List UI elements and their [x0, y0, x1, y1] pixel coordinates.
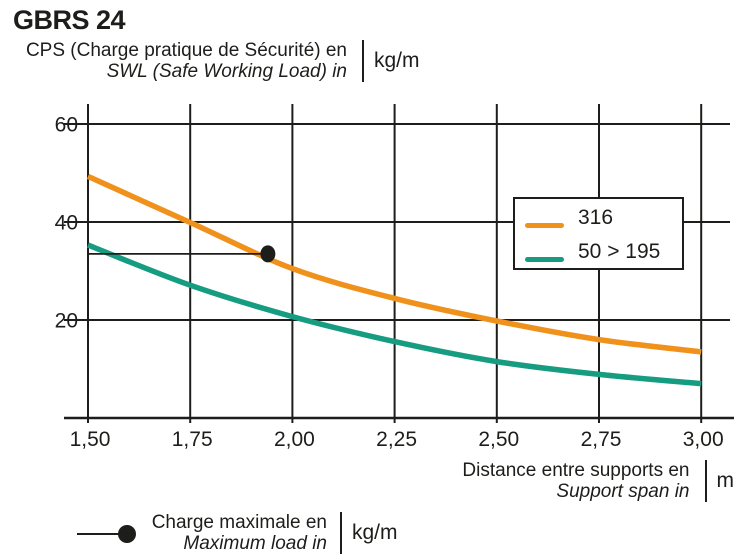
- max-load-annotation: Charge maximale en Maximum load in kg/m: [77, 512, 398, 554]
- x-axis-unit: m: [716, 469, 735, 492]
- x-tick-label: 1,75: [172, 428, 213, 451]
- max-load-marker-sample: [77, 512, 139, 554]
- x-axis-label-en: Support span in: [556, 481, 690, 502]
- legend-swatch-teal: [525, 256, 564, 262]
- x-tick-label: 2,75: [581, 428, 622, 451]
- unit-divider: [340, 512, 342, 554]
- page-title: GBRS 24: [13, 5, 126, 35]
- legend: 316 50 > 195: [513, 197, 684, 270]
- max-load-unit: kg/m: [352, 521, 398, 544]
- series-curve-50-195: [86, 242, 702, 387]
- x-tick-label: 1,50: [70, 428, 111, 451]
- series-curve-316: [86, 173, 702, 355]
- x-tick-label: 2,00: [274, 428, 315, 451]
- x-tick-label: 2,25: [376, 428, 417, 451]
- max-load-marker-dot: [260, 245, 276, 263]
- y-axis-label-fr: CPS (Charge pratique de Sécurité) en: [25, 40, 347, 61]
- legend-label-50-195: 50 > 195: [578, 240, 661, 263]
- max-load-label-fr: Charge maximale en: [151, 512, 327, 533]
- y-axis-unit: kg/m: [374, 49, 420, 72]
- x-tick-label: 3,00: [683, 428, 724, 451]
- x-axis-label-fr: Distance entre supports en: [462, 460, 690, 481]
- max-load-label-en: Maximum load in: [183, 533, 327, 554]
- y-axis-title: CPS (Charge pratique de Sécurité) en SWL…: [12, 40, 420, 82]
- legend-swatch-orange: [525, 222, 564, 228]
- y-tick-label: 60: [55, 114, 78, 137]
- unit-divider: [704, 460, 707, 502]
- marker-line-icon: [77, 533, 125, 535]
- y-tick-label: 20: [55, 310, 78, 333]
- y-tick-label: 40: [55, 212, 78, 235]
- x-axis-title: Distance entre supports en Support span …: [440, 460, 735, 502]
- y-axis-label-en: SWL (Safe Working Load) in: [106, 61, 347, 82]
- x-tick-label: 2,50: [478, 428, 519, 451]
- legend-row-50-195: 50 > 195: [525, 235, 682, 269]
- legend-label-316: 316: [578, 206, 614, 229]
- marker-dot-icon: [118, 525, 136, 543]
- unit-divider: [362, 40, 364, 82]
- legend-row-316: 316: [525, 201, 682, 235]
